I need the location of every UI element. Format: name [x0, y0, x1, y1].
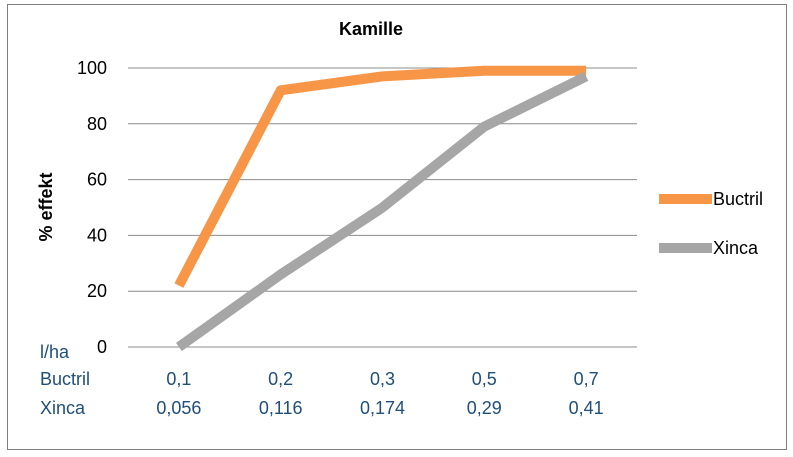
series-line-xinca — [175, 71, 589, 352]
x-tick-buctril-3: 0,5 — [472, 369, 497, 389]
x-tick-xinca-4: 0,41 — [569, 398, 604, 418]
x-row-label-xinca: Xinca — [40, 398, 86, 418]
y-tick-80: 80 — [87, 114, 107, 134]
x-row-label-buctril: Buctril — [40, 369, 90, 389]
y-tick-labels: 0 20 40 60 80 100 — [77, 58, 107, 357]
x-tick-xinca-2: 0,174 — [360, 398, 405, 418]
y-tick-20: 20 — [87, 281, 107, 301]
x-tick-xinca-0: 0,056 — [156, 398, 201, 418]
chart-title: Kamille — [339, 19, 403, 39]
legend-label-xinca: Xinca — [713, 238, 759, 258]
x-tick-buctril-2: 0,3 — [370, 369, 395, 389]
y-tick-40: 40 — [87, 225, 107, 245]
x-tick-buctril-4: 0,7 — [574, 369, 599, 389]
y-axis-label: % effekt — [36, 172, 56, 241]
y-tick-60: 60 — [87, 170, 107, 190]
x-tick-buctril-1: 0,2 — [268, 369, 293, 389]
legend-label-buctril: Buctril — [713, 189, 763, 209]
series-lines — [174, 65, 589, 352]
y-tick-0: 0 — [97, 337, 107, 357]
series-line-buctril — [174, 65, 587, 288]
y-tick-100: 100 — [77, 58, 107, 78]
x-tick-labels: 0,1 0,056 0,2 0,116 0,3 0,174 0,5 0,29 0,7 0,41 — [156, 369, 603, 418]
x-row-label-unit: l/ha — [40, 342, 70, 362]
x-tick-buctril-0: 0,1 — [166, 369, 191, 389]
x-tick-xinca-1: 0,116 — [259, 398, 303, 418]
legend: Buctril Xinca — [659, 189, 763, 258]
x-tick-xinca-3: 0,29 — [467, 398, 502, 418]
